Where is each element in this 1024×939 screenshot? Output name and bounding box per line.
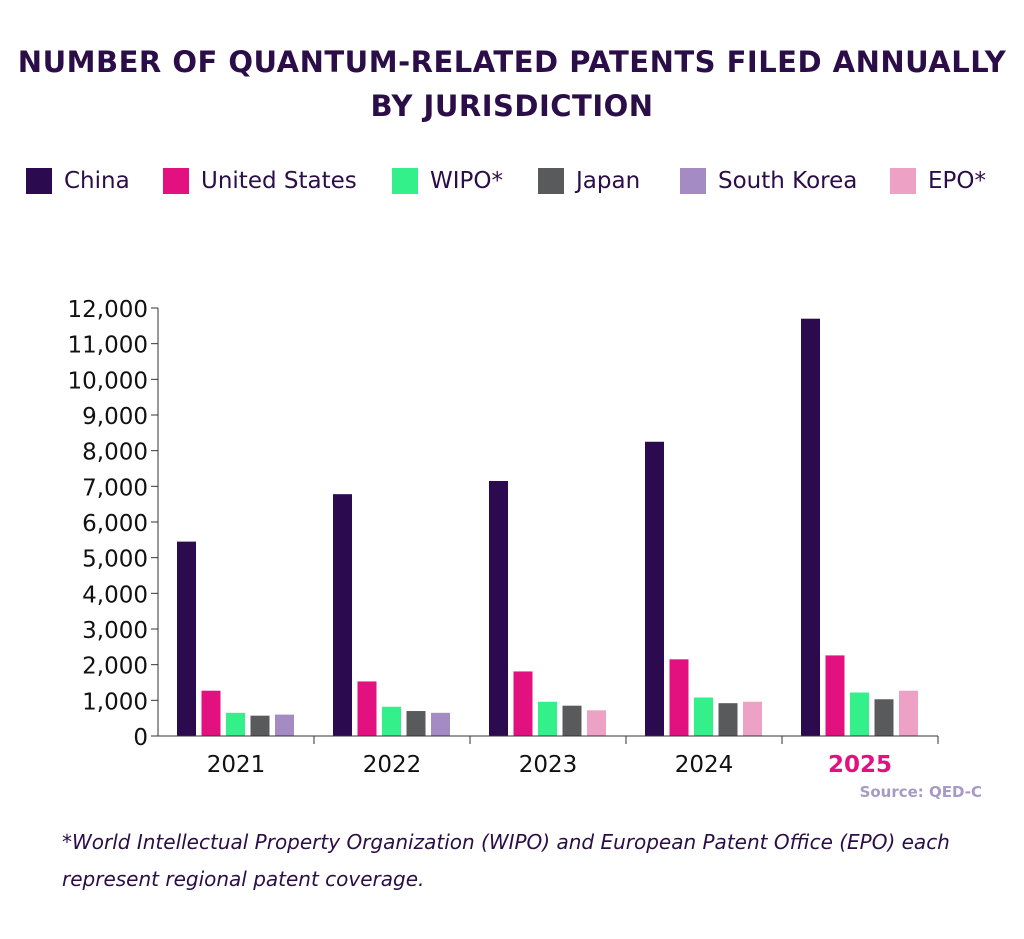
legend-item-wipo: WIPO* xyxy=(392,168,503,194)
legend-swatch-china xyxy=(26,168,52,194)
x-tick-label-2023: 2023 xyxy=(519,752,578,778)
footnote-line-2: represent regional patent coverage. xyxy=(62,867,425,891)
y-tick-label: 4,000 xyxy=(82,582,148,608)
bar-wipo-2025 xyxy=(850,692,869,736)
legend-swatch-wipo xyxy=(392,168,418,194)
x-tick-label-2025: 2025 xyxy=(828,752,892,778)
y-tick-label: 7,000 xyxy=(82,475,148,501)
y-tick-label: 0 xyxy=(133,725,148,751)
legend-item-china: China xyxy=(26,168,130,194)
bar-china-2023 xyxy=(489,480,508,736)
bar-epo-2024 xyxy=(743,701,762,736)
bar-wipo-2022 xyxy=(382,706,401,736)
legend-label-south-korea: South Korea xyxy=(718,168,858,194)
legend-swatch-epo xyxy=(890,168,916,194)
footnote-line-1: *World Intellectual Property Organizatio… xyxy=(62,830,950,854)
bar-south-korea-2021 xyxy=(275,714,294,736)
y-tick-label: 11,000 xyxy=(68,333,148,359)
bar-japan-2025 xyxy=(874,699,894,736)
legend-swatch-united-states xyxy=(163,168,189,194)
bar-china-2024 xyxy=(645,441,664,736)
legend-swatch-south-korea xyxy=(680,168,706,194)
legend-label-united-states: United States xyxy=(201,168,357,194)
legend-item-united-states: United States xyxy=(163,168,357,194)
chart-legend: China United States WIPO* Japan South Ko… xyxy=(26,168,1016,204)
y-tick-label: 9,000 xyxy=(82,404,148,430)
bar-united-states-2023 xyxy=(513,671,533,736)
y-tick-label: 5,000 xyxy=(82,547,148,573)
bar-united-states-2024 xyxy=(669,659,689,736)
bar-united-states-2021 xyxy=(201,690,221,736)
y-tick-label: 8,000 xyxy=(82,440,148,466)
bar-wipo-2021 xyxy=(226,712,245,736)
bar-china-2025 xyxy=(801,318,820,736)
bar-wipo-2024 xyxy=(694,697,713,736)
legend-swatch-japan xyxy=(538,168,564,194)
y-tick-label: 3,000 xyxy=(82,618,148,644)
legend-item-epo: EPO* xyxy=(890,168,986,194)
bar-china-2021 xyxy=(177,541,196,736)
y-tick-label: 12,000 xyxy=(68,297,148,323)
bar-japan-2022 xyxy=(406,711,426,736)
footnote: *World Intellectual Property Organizatio… xyxy=(62,824,1002,898)
bar-china-2022 xyxy=(333,494,352,736)
x-tick-label-2022: 2022 xyxy=(363,752,422,778)
bar-wipo-2023 xyxy=(538,701,557,736)
bar-japan-2023 xyxy=(562,705,582,736)
chart-title-line-2: BY JURISDICTION xyxy=(370,89,654,123)
y-tick-label: 2,000 xyxy=(82,654,148,680)
bar-japan-2024 xyxy=(718,703,738,736)
bar-epo-2025 xyxy=(899,690,918,736)
bar-united-states-2022 xyxy=(357,681,377,736)
legend-item-south-korea: South Korea xyxy=(680,168,857,194)
legend-label-japan: Japan xyxy=(576,168,641,194)
y-tick-label: 10,000 xyxy=(68,368,148,394)
bar-south-korea-2022 xyxy=(431,712,450,736)
legend-label-wipo: WIPO* xyxy=(430,168,503,194)
bar-epo-2023 xyxy=(587,710,606,736)
y-tick-label: 6,000 xyxy=(82,511,148,537)
legend-label-epo: EPO* xyxy=(928,168,987,194)
x-tick-label-2024: 2024 xyxy=(675,752,734,778)
bar-united-states-2025 xyxy=(825,655,845,736)
x-tick-label-2021: 2021 xyxy=(207,752,266,778)
source-note: Source: QED-C xyxy=(859,783,982,801)
bar-japan-2021 xyxy=(250,715,270,736)
legend-item-japan: Japan xyxy=(538,168,640,194)
y-tick-label: 1,000 xyxy=(82,689,148,715)
chart-title: NUMBER OF QUANTUM-RELATED PATENTS FILED … xyxy=(0,40,1024,128)
legend-label-china: China xyxy=(64,168,130,194)
chart-title-line-1: NUMBER OF QUANTUM-RELATED PATENTS FILED … xyxy=(17,45,1007,79)
